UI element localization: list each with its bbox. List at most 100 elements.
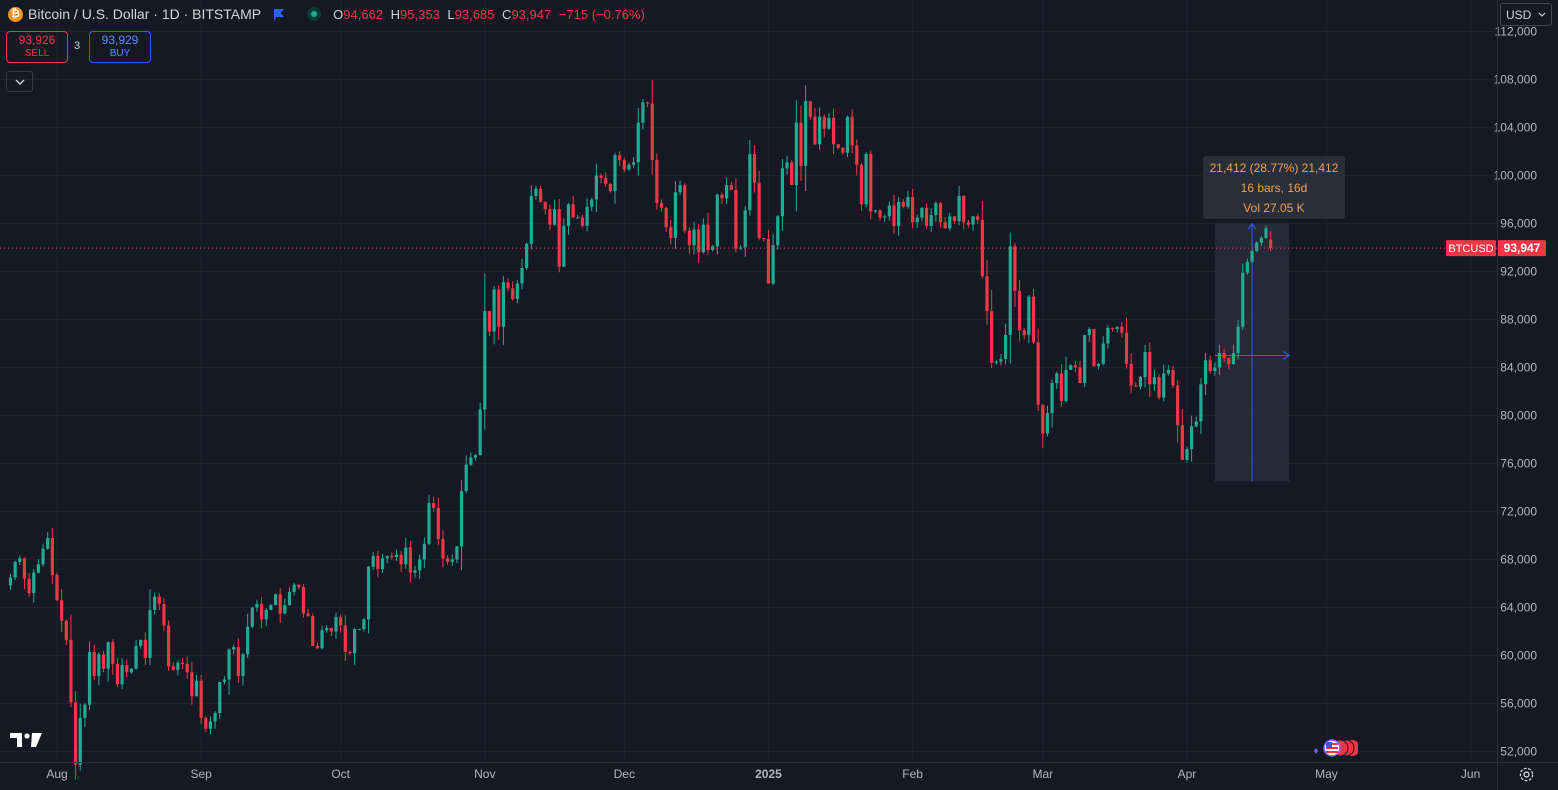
candle[interactable] [339,614,343,633]
candle[interactable] [813,107,817,146]
candle[interactable] [1138,376,1143,390]
candle[interactable] [785,155,789,175]
candle[interactable] [255,599,259,612]
candle[interactable] [966,219,970,228]
candle[interactable] [548,204,552,231]
candle[interactable] [469,452,473,466]
candle[interactable] [69,614,73,708]
candle[interactable] [246,613,250,659]
candle[interactable] [1176,379,1180,443]
candle[interactable] [1008,232,1012,364]
sell-button[interactable]: 93,926 SELL [6,31,68,63]
candle[interactable] [129,667,133,674]
candle[interactable] [236,638,240,683]
candle[interactable] [8,573,13,590]
candle[interactable] [794,100,798,212]
candle[interactable] [390,552,394,560]
candle[interactable] [608,183,612,193]
candle[interactable] [636,107,640,176]
candle[interactable] [892,194,896,234]
candle[interactable] [483,273,487,430]
candle[interactable] [529,185,533,250]
candle[interactable] [487,310,492,337]
candle[interactable] [878,209,882,221]
candle[interactable] [687,226,691,255]
candle[interactable] [804,85,808,192]
candle[interactable] [446,555,450,565]
candle[interactable] [1227,357,1231,370]
candle[interactable] [1064,356,1068,403]
candle[interactable] [836,144,840,150]
candle[interactable] [18,555,22,565]
candle[interactable] [566,202,571,235]
candle[interactable] [552,199,557,226]
candle[interactable] [808,100,812,120]
candle[interactable] [455,545,459,563]
candle[interactable] [371,552,375,570]
candle[interactable] [111,639,115,675]
candle[interactable] [632,157,636,169]
candle[interactable] [1134,381,1138,387]
candle[interactable] [1241,263,1245,331]
candle[interactable] [167,620,171,671]
candle[interactable] [1124,317,1129,369]
candle[interactable] [827,112,831,130]
candle[interactable] [227,648,231,695]
candle[interactable] [683,183,687,234]
candle[interactable] [306,609,310,617]
candle[interactable] [27,572,31,598]
candle[interactable] [506,278,510,292]
candle[interactable] [413,565,417,578]
candle[interactable] [1041,404,1045,449]
candle[interactable] [1236,320,1240,360]
candle[interactable] [971,216,975,231]
candle[interactable] [915,214,919,228]
currency-select[interactable]: USD [1500,3,1552,26]
candle[interactable] [125,659,129,678]
candle[interactable] [41,543,45,567]
candle[interactable] [994,359,998,365]
tradingview-logo-icon[interactable] [10,733,42,747]
candle[interactable] [380,553,385,573]
candle[interactable] [459,479,464,571]
candle[interactable] [590,197,594,212]
candle[interactable] [1013,242,1017,307]
candle[interactable] [153,592,157,615]
candle[interactable] [348,650,352,655]
candle[interactable] [1213,362,1217,376]
candle[interactable] [1185,446,1189,463]
candle[interactable] [850,109,854,154]
candle[interactable] [283,598,287,615]
candle[interactable] [297,584,301,590]
candle[interactable] [273,593,278,606]
candle[interactable] [799,105,803,181]
candle[interactable] [766,229,771,284]
candle[interactable] [260,597,264,629]
candle[interactable] [557,198,561,273]
candle[interactable] [664,206,668,232]
candle[interactable] [204,716,208,733]
candle[interactable] [976,213,980,225]
candle[interactable] [659,199,664,212]
candle[interactable] [208,716,213,735]
candle[interactable] [669,220,673,245]
candle[interactable] [1050,379,1054,428]
candle[interactable] [139,639,143,649]
candle[interactable] [729,181,733,191]
candle[interactable] [55,572,59,601]
candle[interactable] [492,285,496,345]
candle[interactable] [334,612,338,639]
candle[interactable] [776,214,780,250]
candlestick-series[interactable] [8,79,1273,780]
candle[interactable] [97,652,101,686]
candle[interactable] [1264,225,1268,239]
candle[interactable] [1055,371,1059,389]
candle[interactable] [952,216,957,225]
candle[interactable] [1045,405,1050,437]
candle[interactable] [934,201,938,222]
candle[interactable] [343,615,347,661]
candle[interactable] [120,658,124,689]
candle[interactable] [655,153,659,210]
candle[interactable] [943,217,947,229]
candle[interactable] [22,557,27,590]
